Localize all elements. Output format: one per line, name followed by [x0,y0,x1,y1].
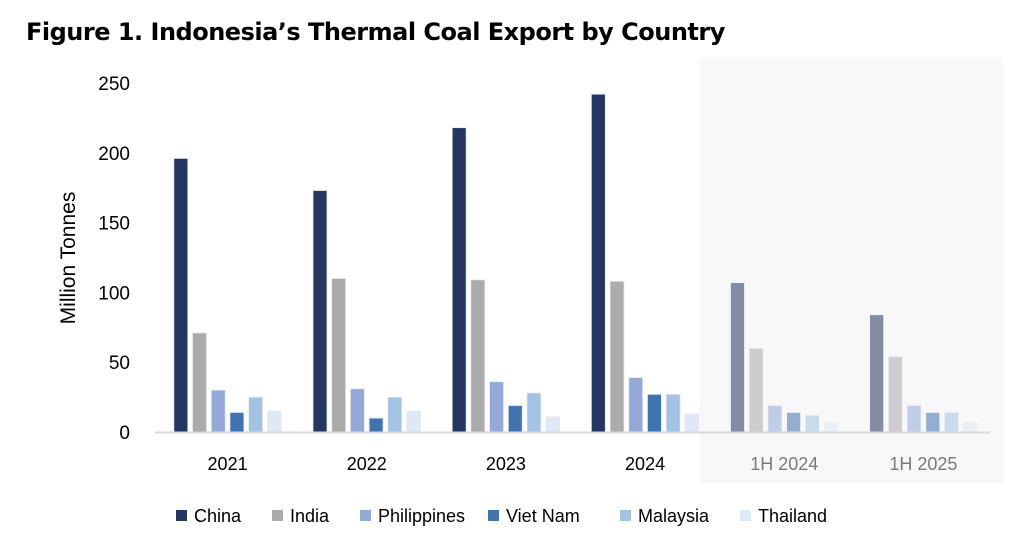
legend-label: Malaysia [638,506,710,526]
bar-thailand [823,421,839,433]
y-tick-label: 250 [98,74,130,95]
legend-swatch [488,510,499,521]
bar-india [748,347,764,433]
bar-malaysia [804,414,820,433]
x-tick-label: 1H 2024 [750,454,818,474]
bar-india [331,278,347,433]
bar-philippines [767,405,783,433]
bar-thailand [684,413,700,433]
legend-swatch [272,510,283,521]
bar-malaysia [665,393,681,433]
bar-china [173,157,189,433]
bar-viet-nam [229,412,245,433]
bar-viet-nam [368,417,384,433]
x-tick-label: 2022 [347,454,387,474]
y-tick-label: 50 [109,353,130,374]
bar-philippines [489,381,504,433]
legend-label: China [194,506,242,526]
bar-thailand [962,421,978,433]
legend-label: Viet Nam [506,506,580,526]
y-tick-label: 100 [98,283,130,304]
legend-swatch [740,510,751,521]
bar-malaysia [526,392,542,433]
bar-china [590,93,606,433]
legend-label: Philippines [378,506,465,526]
bar-china [730,282,745,433]
bar-malaysia [248,396,264,433]
bar-viet-nam [925,412,941,433]
bar-india [887,356,903,433]
bar-philippines [906,405,922,433]
y-tick-label: 150 [98,214,130,235]
bar-india [609,280,625,433]
bar-malaysia [944,412,959,433]
bar-philippines [210,389,226,433]
legend-swatch [176,510,187,521]
x-tick-label: 2021 [208,454,248,474]
bar-thailand [545,416,561,433]
chart-title: Figure 1. Indonesia’s Thermal Coal Expor… [26,18,725,46]
bar-viet-nam [786,412,801,433]
bar-thailand [266,410,282,433]
bar-china [451,127,467,433]
bar-china [869,314,885,433]
y-tick-label: 200 [98,144,130,165]
bar-china [312,190,328,433]
legend-swatch [620,510,631,521]
x-tick-label: 1H 2025 [889,454,957,474]
bar-philippines [628,377,644,433]
bar-philippines [349,388,365,433]
x-tick-label: 2024 [625,454,665,474]
bar-india [470,279,486,433]
bar-malaysia [387,396,403,433]
bar-viet-nam [507,405,523,433]
bar-thailand [406,410,421,433]
bar-india [192,332,207,433]
y-axis-label: Million Tonnes [57,192,80,325]
y-tick-label: 0 [119,423,130,444]
legend-swatch [360,510,371,521]
bar-viet-nam [647,393,662,433]
legend-label: India [290,506,330,526]
legend-label: Thailand [758,506,827,526]
x-tick-label: 2023 [486,454,526,474]
